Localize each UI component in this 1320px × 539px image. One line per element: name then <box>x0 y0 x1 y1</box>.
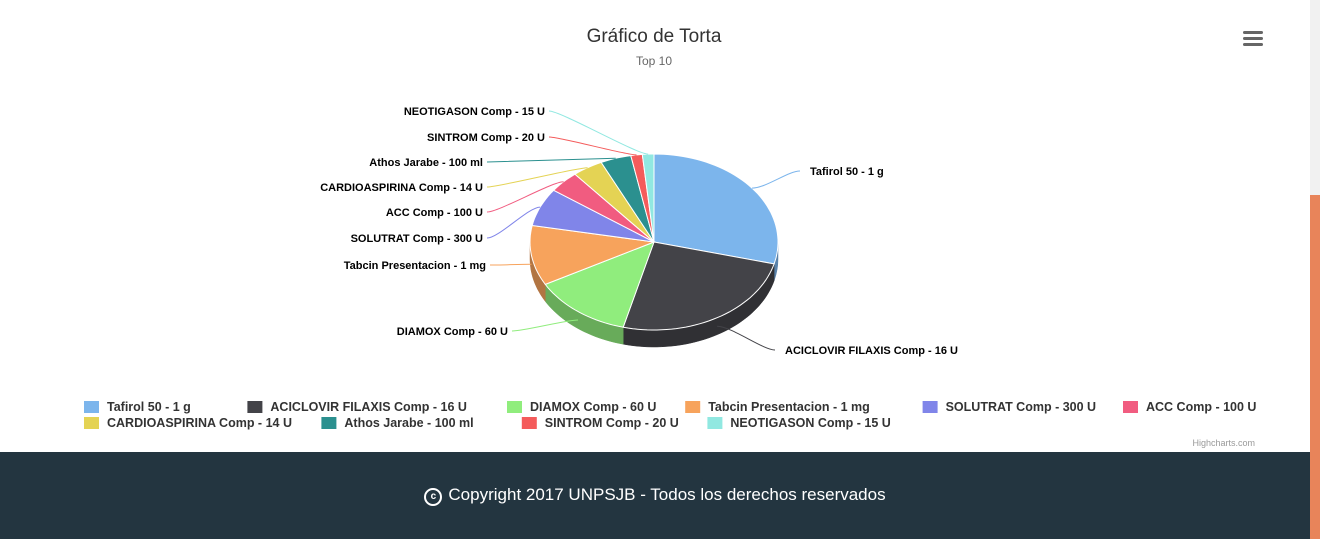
data-label-tabcin-presentacion-1-mg: Tabcin Presentacion - 1 mg <box>344 260 486 272</box>
legend-symbol <box>922 401 938 413</box>
connector-aciclovir-filaxis-comp-16-u <box>717 325 776 351</box>
legend-label: Tabcin Presentacion - 1 mg <box>708 400 870 414</box>
legend-symbol <box>247 401 263 413</box>
legend-label: Athos Jarabe - 100 ml <box>344 416 473 430</box>
legend-label: ACICLOVIR FILAXIS Comp - 16 U <box>270 400 467 414</box>
legend-item-diamox-comp-60-u[interactable]: DIAMOX Comp - 60 U <box>507 400 656 414</box>
legend-item-neotigason-comp-15-u[interactable]: NEOTIGASON Comp - 15 U <box>707 416 891 430</box>
legend-item-athos-jarabe-100-ml[interactable]: Athos Jarabe - 100 ml <box>321 416 474 430</box>
hamburger-menu-icon-bar <box>1243 43 1263 46</box>
legend-label: Tafirol 50 - 1 g <box>107 400 191 414</box>
legend-label: SOLUTRAT Comp - 300 U <box>946 400 1096 414</box>
hamburger-menu-icon <box>1243 31 1263 34</box>
legend: Tafirol 50 - 1 g ACICLOVIR FILAXIS Comp -… <box>84 400 1256 430</box>
data-label-acc-comp-100-u: ACC Comp - 100 U <box>386 207 483 219</box>
legend-label: DIAMOX Comp - 60 U <box>530 400 656 414</box>
chart-menu-button[interactable] <box>1240 28 1266 52</box>
legend-label: ACC Comp - 100 U <box>1146 400 1256 414</box>
connector-athos-jarabe-100-ml <box>486 157 616 163</box>
copyright-icon: c <box>424 488 443 506</box>
data-label-neotigason-comp-15-u: NEOTIGASON Comp - 15 U <box>404 106 545 118</box>
legend-symbol <box>84 401 99 413</box>
legend-item-aciclovir-filaxis-comp-16-u[interactable]: ACICLOVIR FILAXIS Comp - 16 U <box>247 400 467 414</box>
connector-diamox-comp-60-u <box>511 319 579 332</box>
legend-item-solutrat-comp-300-u[interactable]: SOLUTRAT Comp - 300 U <box>922 400 1096 414</box>
footer-copyright: c Copyright 2017 UNPSJB - Todos los derec… <box>0 485 1310 506</box>
data-label-cardioaspirina-comp-14-u: CARDIOASPIRINA Comp - 14 U <box>320 182 483 194</box>
credits-link[interactable]: Highcharts.com <box>1192 438 1255 448</box>
legend-symbol <box>321 417 337 429</box>
connector-neotigason-comp-15-u <box>548 110 649 155</box>
legend-label: SINTROM Comp - 20 U <box>545 416 679 430</box>
connector-tabcin-presentacion-1-mg <box>489 263 532 266</box>
footer-text: Copyright 2017 UNPSJB - Todos los derech… <box>448 485 886 504</box>
connector-sintrom-comp-20-u <box>548 136 637 156</box>
data-label-sintrom-comp-20-u: SINTROM Comp - 20 U <box>427 132 545 144</box>
legend-symbol <box>707 417 723 429</box>
legend-symbol <box>521 417 537 429</box>
legend-item-tafirol-50-1-g[interactable]: Tafirol 50 - 1 g <box>84 400 191 414</box>
data-label-tafirol-50-1-g: Tafirol 50 - 1 g <box>810 166 884 178</box>
pie-slice-tabcin-presentacion-1-mg[interactable] <box>529 224 656 286</box>
pie-slice-diamox-comp-60-u[interactable] <box>544 241 655 328</box>
footer: c Copyright 2017 UNPSJB - Todos los derec… <box>0 452 1310 539</box>
chart-subtitle: Top 10 <box>636 54 672 68</box>
data-label-athos-jarabe-100-ml: Athos Jarabe - 100 ml <box>369 157 483 169</box>
legend-item-tabcin-presentacion-1-mg[interactable]: Tabcin Presentacion - 1 mg <box>685 400 870 414</box>
legend-item-sintrom-comp-20-u[interactable]: SINTROM Comp - 20 U <box>521 416 679 430</box>
pie-slice-aciclovir-filaxis-comp-16-u[interactable] <box>622 241 775 331</box>
connector-acc-comp-100-u <box>486 181 564 213</box>
chart-container: Gráfico de Torta Top 10 Tafirol 50 - 1 g AC… <box>84 26 1266 448</box>
legend-item-cardioaspirina-comp-14-u[interactable]: CARDIOASPIRINA Comp - 14 U <box>84 416 292 430</box>
data-label-diamox-comp-60-u: DIAMOX Comp - 60 U <box>397 326 508 338</box>
legend-symbol <box>84 417 99 429</box>
legend-symbol <box>1123 401 1138 413</box>
hamburger-menu-icon-bar <box>1243 37 1263 40</box>
pie-chart: Gráfico de Torta Top 10 Tafirol 50 - 1 g AC… <box>84 26 1256 430</box>
legend-label: CARDIOASPIRINA Comp - 14 U <box>107 416 292 430</box>
connector-cardioaspirina-comp-14-u <box>486 167 588 188</box>
chart-title: Gráfico de Torta <box>587 26 722 47</box>
legend-item-acc-comp-100-u[interactable]: ACC Comp - 100 U <box>1123 400 1256 414</box>
data-label-aciclovir-filaxis-comp-16-u: ACICLOVIR FILAXIS Comp - 16 U <box>785 345 958 357</box>
scrollbar-thumb[interactable] <box>1310 195 1320 539</box>
legend-symbol <box>507 401 522 413</box>
data-label-solutrat-comp-300-u: SOLUTRAT Comp - 300 U <box>351 233 483 245</box>
legend-symbol <box>685 401 701 413</box>
connector-solutrat-comp-300-u <box>486 206 541 239</box>
connector-tafirol-50-1-g <box>751 170 801 189</box>
legend-label: NEOTIGASON Comp - 15 U <box>730 416 890 430</box>
